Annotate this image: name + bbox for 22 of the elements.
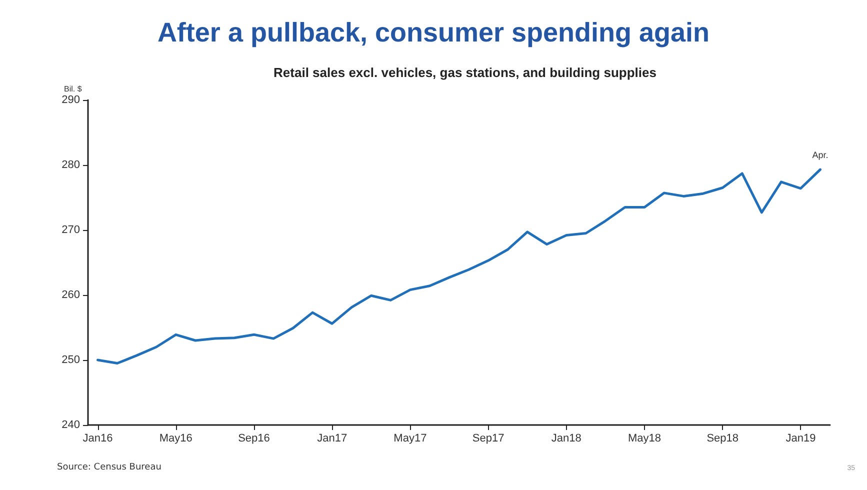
chart-subtitle: Retail sales excl. vehicles, gas stations, and building supplies (274, 65, 656, 80)
x-tick-label: May18 (628, 432, 662, 444)
y-axis-title: Bil. $ (64, 84, 82, 94)
y-tick-label: 250 (62, 354, 80, 366)
y-tick-label: 240 (62, 419, 80, 431)
x-tick-label: Sep18 (706, 432, 739, 444)
y-tick-label: 290 (62, 94, 80, 106)
x-tick-label: Jan19 (786, 432, 816, 444)
x-tick-label: May16 (159, 432, 192, 444)
x-tick-label: Jan18 (551, 432, 582, 444)
chart-title: After a pullback, consumer spending again (157, 18, 710, 48)
x-tick-label: Jan17 (317, 432, 348, 444)
source-note: Source: Census Bureau (57, 462, 162, 472)
x-tick-label: May17 (394, 432, 427, 444)
y-tick-label: 260 (62, 289, 80, 301)
x-tick-label: Sep16 (238, 432, 270, 444)
annotation: Apr. (812, 150, 828, 160)
x-tick-label: Jan16 (82, 432, 113, 444)
line-series (96, 168, 822, 364)
x-tick-label: Sep17 (472, 432, 504, 444)
y-tick-label: 270 (62, 224, 80, 236)
y-tick-label: 280 (62, 159, 80, 171)
